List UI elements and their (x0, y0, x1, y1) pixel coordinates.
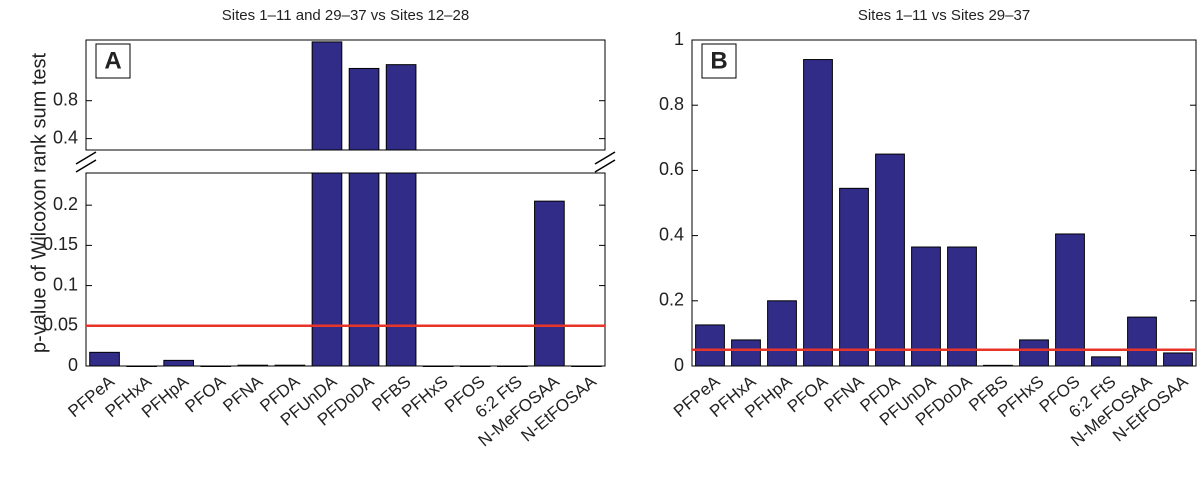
y-tick-label: 0.15 (43, 234, 78, 254)
bar (311, 172, 343, 367)
y-tick-label: 0 (68, 355, 78, 375)
bar (534, 200, 565, 367)
panel-label: B (710, 47, 727, 74)
bar (767, 300, 797, 367)
bar (1091, 356, 1121, 367)
y-tick-label: 0.8 (659, 94, 684, 114)
bar (311, 41, 343, 151)
y-tick-label: 1 (674, 29, 684, 49)
y-tick-label: 0.1 (53, 274, 78, 294)
y-tick-label: 0.05 (43, 315, 78, 335)
plot-frame (85, 39, 606, 151)
x-tick-label: PFOA (182, 372, 230, 417)
bar (385, 64, 417, 151)
x-tick-label: PFNA (219, 372, 266, 416)
panel-label: A (104, 47, 121, 74)
axis-break (75, 151, 616, 173)
panel-label-box (95, 43, 131, 79)
bar (385, 172, 417, 367)
plot-frame (691, 39, 1197, 367)
bar (89, 351, 120, 367)
x-tick-label: PFOA (784, 372, 832, 417)
chart-title: Sites 1–11 vs Sites 29–37 (858, 7, 1030, 24)
y-tick-label: 0.8 (53, 89, 78, 109)
bar (200, 365, 232, 367)
y-axis-label: p-value of Wilcoxon rank sum test (28, 53, 50, 354)
bar (496, 365, 528, 367)
bar (1055, 233, 1085, 367)
bar (1019, 339, 1049, 367)
y-tick-label: 0.6 (659, 159, 684, 179)
y-tick-label: 0.4 (659, 224, 684, 244)
y-tick-label: 0 (674, 355, 684, 375)
bar (947, 246, 977, 367)
bar (459, 365, 491, 367)
bar (348, 172, 380, 367)
bar (571, 365, 602, 367)
bar (348, 67, 380, 151)
bar (1163, 352, 1193, 367)
bar (731, 339, 761, 367)
bar (163, 359, 195, 367)
x-tick-label: PFNA (821, 372, 868, 416)
plot-frame (85, 172, 606, 367)
bar (237, 364, 269, 367)
panel-label-box (701, 43, 737, 79)
bar (875, 153, 905, 367)
bar (839, 187, 869, 367)
bar (983, 364, 1013, 367)
y-tick-label: 0.2 (53, 194, 78, 214)
chart-title: Sites 1–11 and 29–37 vs Sites 12–28 (222, 7, 469, 24)
bar (422, 365, 454, 367)
y-tick-label: 0.2 (659, 290, 684, 310)
bar (274, 364, 306, 367)
bar (803, 59, 833, 367)
bar (695, 324, 725, 367)
bar (1127, 316, 1157, 367)
bar (911, 246, 941, 367)
y-tick-label: 0.4 (53, 127, 78, 147)
bar (126, 365, 157, 367)
